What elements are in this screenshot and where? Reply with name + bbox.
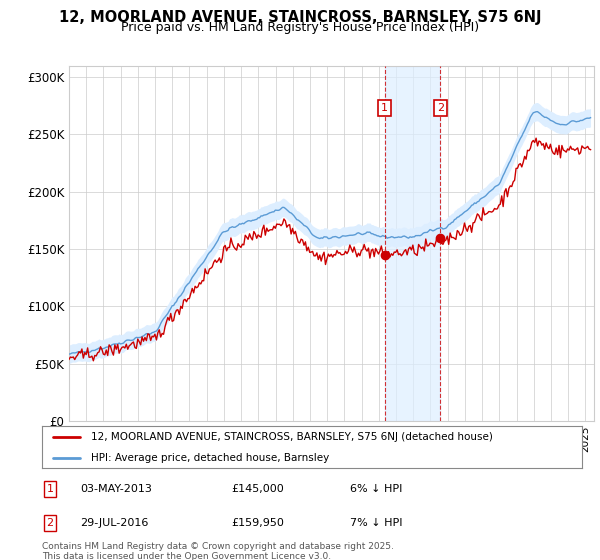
Bar [385,66,440,421]
Text: £159,950: £159,950 [231,518,284,528]
Text: 12, MOORLAND AVENUE, STAINCROSS, BARNSLEY, S75 6NJ (detached house): 12, MOORLAND AVENUE, STAINCROSS, BARNSLE… [91,432,493,442]
Text: 7% ↓ HPI: 7% ↓ HPI [350,518,402,528]
Text: 1: 1 [381,103,388,113]
Text: 12, MOORLAND AVENUE, STAINCROSS, BARNSLEY, S75 6NJ: 12, MOORLAND AVENUE, STAINCROSS, BARNSLE… [59,10,541,25]
Text: 6% ↓ HPI: 6% ↓ HPI [350,484,402,494]
Text: Price paid vs. HM Land Registry's House Price Index (HPI): Price paid vs. HM Land Registry's House … [121,21,479,34]
Text: 29-JUL-2016: 29-JUL-2016 [80,518,148,528]
Text: 2: 2 [437,103,444,113]
Text: 2: 2 [47,518,53,528]
Text: 03-MAY-2013: 03-MAY-2013 [80,484,152,494]
Text: 1: 1 [47,484,53,494]
Text: Contains HM Land Registry data © Crown copyright and database right 2025.
This d: Contains HM Land Registry data © Crown c… [42,542,394,560]
Text: HPI: Average price, detached house, Barnsley: HPI: Average price, detached house, Barn… [91,454,329,463]
Text: £145,000: £145,000 [231,484,284,494]
